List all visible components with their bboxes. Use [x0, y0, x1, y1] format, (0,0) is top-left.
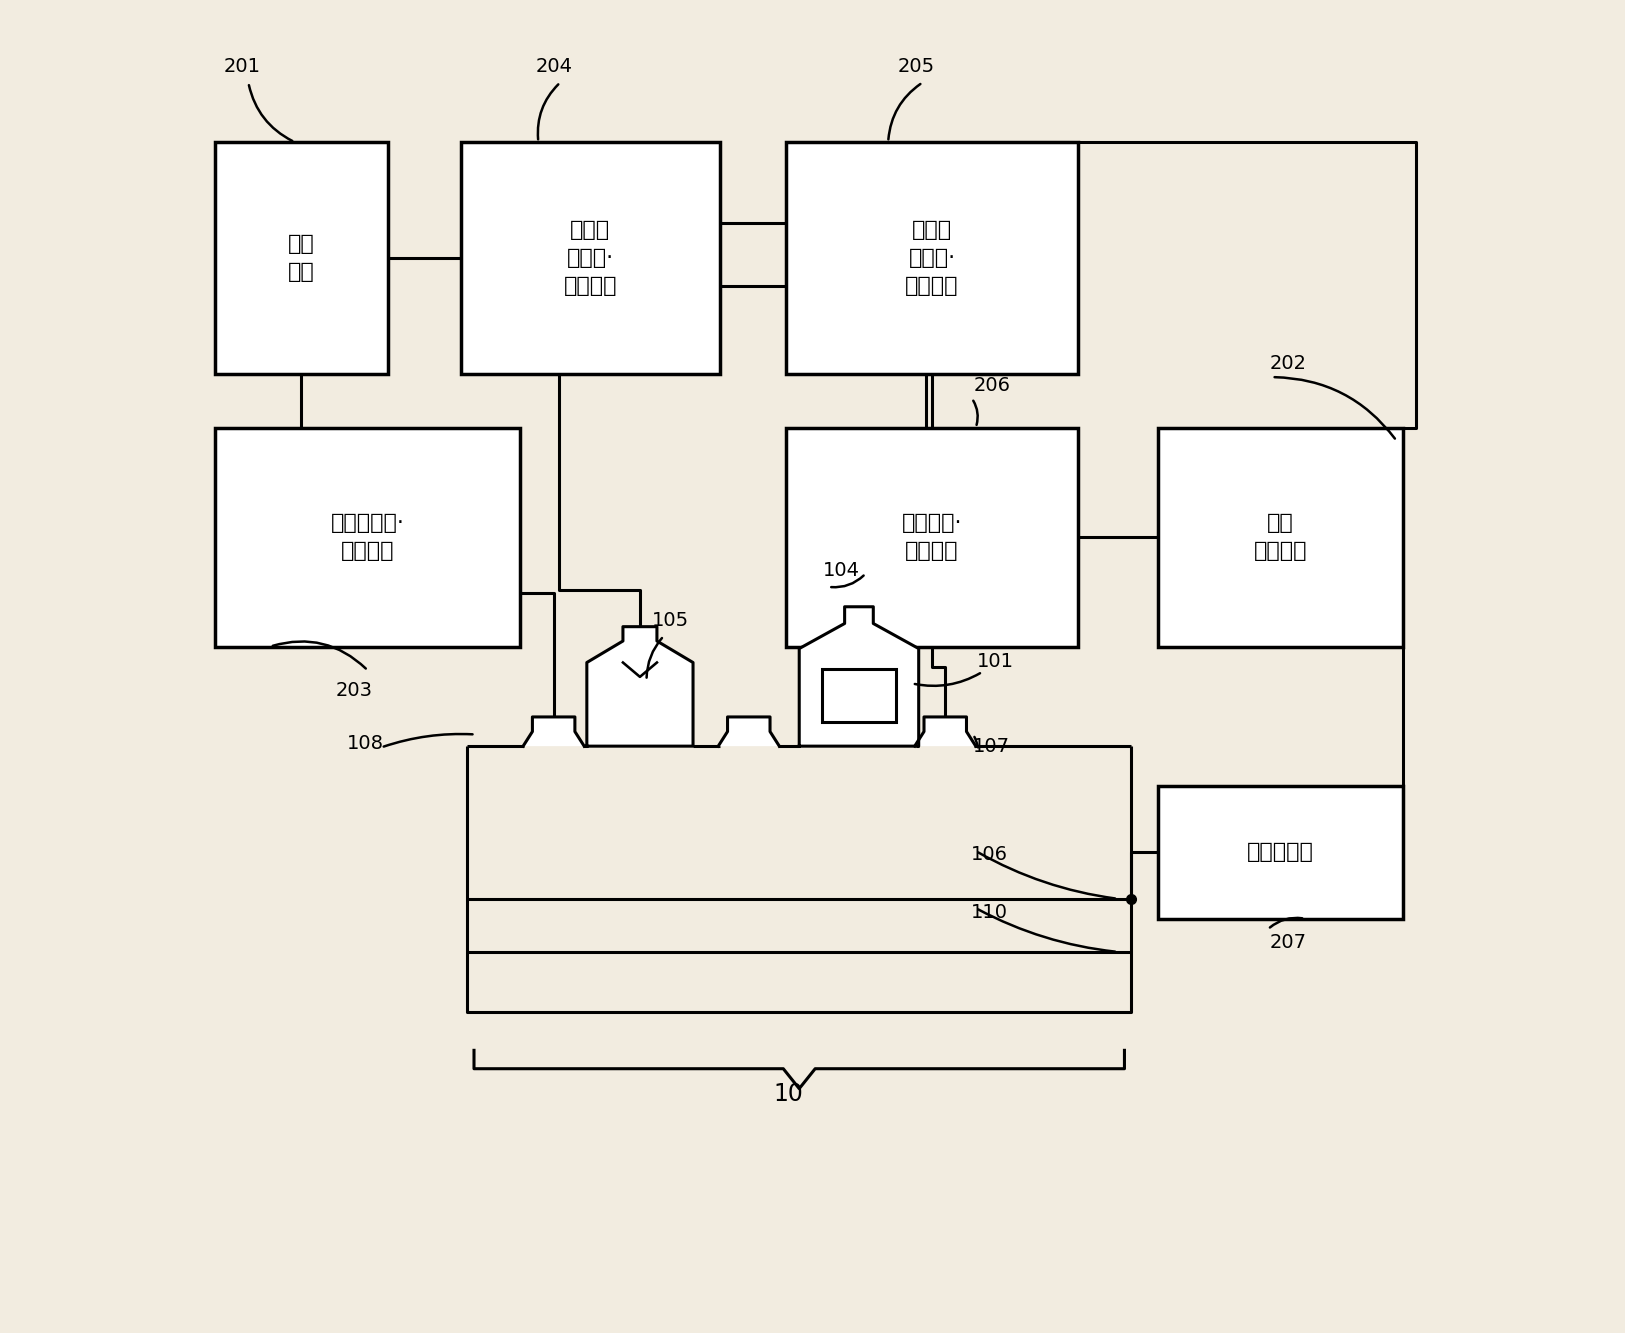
FancyBboxPatch shape	[1157, 428, 1404, 647]
Text: 110: 110	[970, 902, 1008, 921]
Text: 108: 108	[346, 734, 384, 753]
Text: 101: 101	[977, 652, 1014, 670]
Text: 106: 106	[970, 845, 1008, 865]
FancyBboxPatch shape	[786, 428, 1077, 647]
Text: 207: 207	[1269, 933, 1306, 952]
Polygon shape	[915, 717, 975, 746]
Text: 205: 205	[897, 57, 934, 76]
Text: 204: 204	[535, 57, 572, 76]
Polygon shape	[718, 717, 780, 746]
Text: 202: 202	[1269, 355, 1306, 373]
Text: 201: 201	[223, 57, 260, 76]
Text: 定时
控制电路: 定时 控制电路	[1253, 513, 1306, 561]
Text: 控制字
线选择·
驱动电路: 控制字 线选择· 驱动电路	[905, 220, 959, 296]
FancyBboxPatch shape	[786, 143, 1077, 375]
FancyBboxPatch shape	[461, 143, 720, 375]
Text: 206: 206	[973, 376, 1011, 395]
Text: 203: 203	[336, 681, 374, 700]
Text: 105: 105	[652, 611, 689, 629]
FancyBboxPatch shape	[1157, 786, 1404, 918]
Text: 阱驱动电路: 阱驱动电路	[1246, 842, 1315, 862]
Text: 数据线选择·
驱动电路: 数据线选择· 驱动电路	[332, 513, 405, 561]
Text: 源线选择·
驱动电路: 源线选择· 驱动电路	[902, 513, 962, 561]
Text: 选择字
线选择·
驱动电路: 选择字 线选择· 驱动电路	[564, 220, 618, 296]
Text: 10: 10	[774, 1082, 803, 1106]
Text: 电源
电路: 电源 电路	[288, 235, 315, 283]
FancyBboxPatch shape	[214, 143, 388, 375]
Polygon shape	[800, 607, 918, 746]
FancyBboxPatch shape	[822, 669, 895, 722]
Polygon shape	[523, 717, 583, 746]
Polygon shape	[587, 627, 692, 746]
Text: 104: 104	[824, 561, 860, 580]
FancyBboxPatch shape	[214, 428, 520, 647]
Text: 107: 107	[973, 737, 1011, 756]
